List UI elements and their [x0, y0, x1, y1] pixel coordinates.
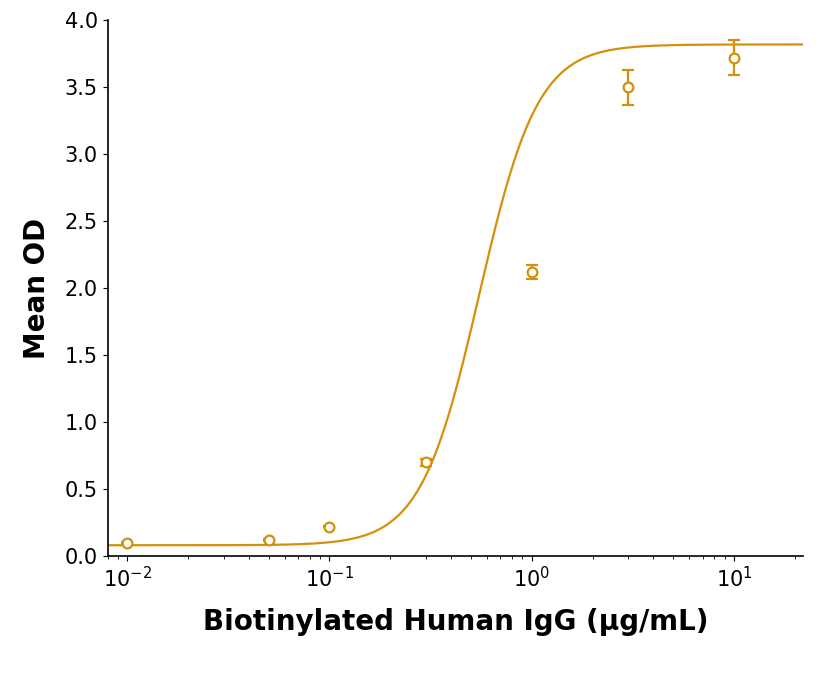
X-axis label: Biotinylated Human IgG (μg/mL): Biotinylated Human IgG (μg/mL) [203, 607, 707, 635]
Y-axis label: Mean OD: Mean OD [23, 218, 50, 359]
